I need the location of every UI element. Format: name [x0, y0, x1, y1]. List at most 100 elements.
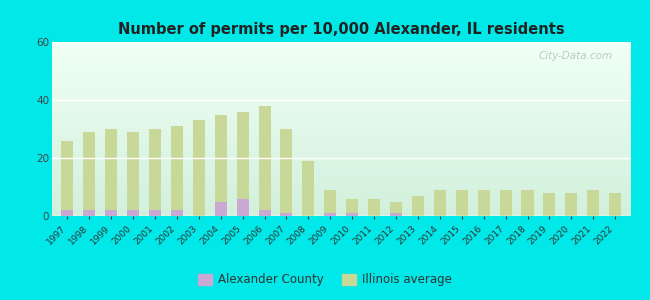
- Bar: [52, 212, 630, 214]
- Bar: [52, 178, 630, 179]
- Bar: [52, 162, 630, 164]
- Bar: [214, 202, 227, 216]
- Bar: [52, 134, 630, 136]
- Bar: [52, 204, 630, 206]
- Bar: [149, 210, 161, 216]
- Bar: [61, 141, 73, 216]
- Bar: [83, 132, 96, 216]
- Bar: [52, 96, 630, 98]
- Bar: [52, 214, 630, 216]
- Bar: [52, 153, 630, 155]
- Bar: [412, 196, 424, 216]
- Bar: [52, 58, 630, 59]
- Bar: [52, 183, 630, 185]
- Bar: [52, 56, 630, 58]
- Bar: [52, 188, 630, 190]
- Bar: [52, 49, 630, 51]
- Bar: [52, 167, 630, 169]
- Bar: [52, 152, 630, 153]
- Bar: [478, 190, 489, 216]
- Bar: [52, 84, 630, 85]
- Bar: [52, 174, 630, 176]
- Bar: [52, 148, 630, 150]
- Bar: [52, 166, 630, 167]
- Bar: [52, 99, 630, 101]
- Bar: [52, 145, 630, 146]
- Bar: [127, 132, 139, 216]
- Bar: [52, 89, 630, 91]
- Bar: [52, 138, 630, 140]
- Bar: [52, 98, 630, 99]
- Bar: [52, 172, 630, 174]
- Bar: [237, 199, 249, 216]
- Bar: [52, 120, 630, 122]
- Bar: [52, 47, 630, 49]
- Bar: [52, 117, 630, 118]
- Bar: [171, 210, 183, 216]
- Text: City-Data.com: City-Data.com: [539, 51, 613, 61]
- Bar: [587, 190, 599, 216]
- Bar: [52, 133, 630, 134]
- Bar: [52, 197, 630, 199]
- Bar: [52, 209, 630, 211]
- Bar: [390, 202, 402, 216]
- Bar: [52, 159, 630, 160]
- Bar: [52, 101, 630, 103]
- Bar: [52, 185, 630, 186]
- Bar: [52, 92, 630, 94]
- Bar: [52, 51, 630, 52]
- Bar: [52, 110, 630, 112]
- Bar: [52, 160, 630, 162]
- Bar: [52, 85, 630, 87]
- Bar: [52, 127, 630, 129]
- Bar: [52, 66, 630, 68]
- Bar: [280, 213, 292, 216]
- Bar: [52, 82, 630, 84]
- Bar: [346, 213, 358, 216]
- Bar: [52, 122, 630, 124]
- Bar: [259, 106, 270, 216]
- Bar: [52, 171, 630, 172]
- Bar: [52, 54, 630, 56]
- Bar: [193, 120, 205, 216]
- Bar: [52, 70, 630, 72]
- Bar: [52, 143, 630, 145]
- Bar: [52, 157, 630, 159]
- Bar: [52, 103, 630, 105]
- Bar: [52, 79, 630, 80]
- Bar: [280, 129, 292, 216]
- Bar: [52, 211, 630, 212]
- Bar: [52, 136, 630, 138]
- Bar: [434, 190, 446, 216]
- Bar: [52, 106, 630, 108]
- Bar: [52, 59, 630, 61]
- Legend: Alexander County, Illinois average: Alexander County, Illinois average: [194, 269, 456, 291]
- Bar: [52, 112, 630, 113]
- Bar: [52, 164, 630, 166]
- Bar: [609, 193, 621, 216]
- Bar: [52, 181, 630, 183]
- Bar: [52, 179, 630, 181]
- Bar: [521, 190, 534, 216]
- Bar: [127, 210, 139, 216]
- Bar: [52, 108, 630, 110]
- Bar: [52, 141, 630, 143]
- Bar: [52, 72, 630, 73]
- Bar: [52, 140, 630, 141]
- Bar: [52, 194, 630, 195]
- Bar: [52, 125, 630, 127]
- Bar: [390, 213, 402, 216]
- Bar: [566, 193, 577, 216]
- Bar: [368, 199, 380, 216]
- Title: Number of permits per 10,000 Alexander, IL residents: Number of permits per 10,000 Alexander, …: [118, 22, 565, 37]
- Bar: [52, 195, 630, 197]
- Bar: [52, 192, 630, 194]
- Bar: [83, 210, 96, 216]
- Bar: [52, 105, 630, 106]
- Bar: [52, 150, 630, 152]
- Bar: [52, 75, 630, 77]
- Bar: [52, 77, 630, 79]
- Bar: [52, 46, 630, 47]
- Bar: [543, 193, 556, 216]
- Bar: [52, 52, 630, 54]
